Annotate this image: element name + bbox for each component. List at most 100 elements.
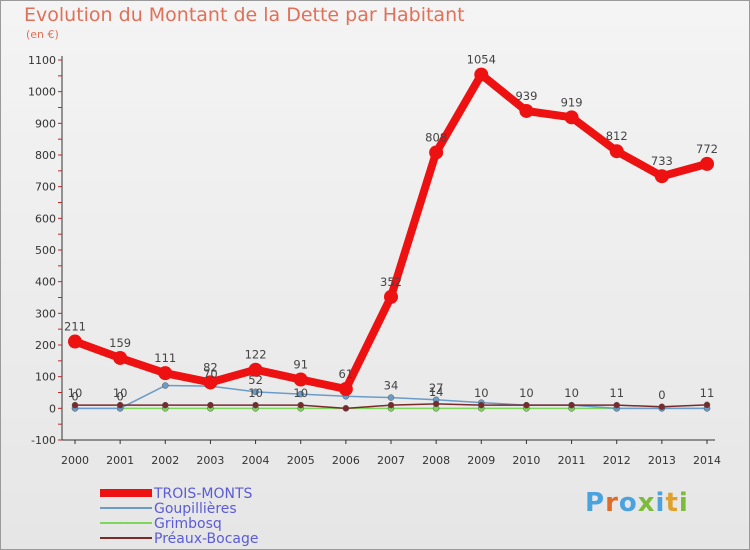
data-point <box>293 372 308 387</box>
data-point <box>654 169 669 184</box>
x-tick-label: 2004 <box>242 454 270 467</box>
data-point <box>297 401 304 409</box>
x-tick-label: 2008 <box>422 454 450 467</box>
y-tick-label: 800 <box>35 149 56 162</box>
data-point <box>297 390 304 398</box>
data-label: 808 <box>425 130 447 144</box>
data-point <box>342 405 350 412</box>
data-point <box>519 103 534 118</box>
y-tick-label: 100 <box>35 371 56 384</box>
data-label: 772 <box>696 142 718 156</box>
x-tick-label: 2009 <box>467 454 495 467</box>
data-point <box>162 401 169 409</box>
y-tick-label: 400 <box>35 276 56 289</box>
data-point <box>68 334 82 349</box>
y-tick-label: 500 <box>35 244 56 257</box>
x-tick-label: 2000 <box>61 454 89 467</box>
legend: TROIS-MONTSGoupillièresGrimbosqPréaux-Bo… <box>100 486 259 547</box>
data-point <box>113 350 128 365</box>
legend-label: TROIS-MONTS <box>153 486 252 502</box>
data-point <box>387 394 395 401</box>
data-label: 91 <box>293 358 308 372</box>
data-point <box>248 362 263 377</box>
data-label: 159 <box>109 336 131 350</box>
data-label: 352 <box>380 275 402 289</box>
data-point <box>474 67 489 82</box>
y-tick-label: 1000 <box>28 86 56 99</box>
data-label: 211 <box>64 320 86 334</box>
data-point <box>658 403 666 410</box>
data-point <box>568 401 575 409</box>
data-point <box>384 289 398 304</box>
series-line-0 <box>71 70 711 394</box>
data-label: 10 <box>293 386 308 400</box>
data-label: 11 <box>700 386 715 400</box>
data-point <box>158 366 173 381</box>
data-label: 10 <box>474 386 489 400</box>
x-tick-label: 2012 <box>603 454 631 467</box>
data-label: 10 <box>248 386 263 400</box>
logo-letter: i <box>678 488 689 518</box>
series-layer <box>68 67 714 412</box>
proxiti-logo: Proxiti <box>585 488 689 518</box>
data-label: 122 <box>245 348 267 362</box>
data-point <box>478 401 485 409</box>
logo-letter: o <box>618 488 638 518</box>
data-point <box>252 401 259 409</box>
data-point <box>613 401 620 409</box>
data-label: 0 <box>71 389 78 403</box>
data-label: 812 <box>606 129 628 143</box>
data-point <box>116 401 124 409</box>
axes: -100010020030040050060070080090010001100… <box>28 54 721 467</box>
data-label: 82 <box>203 360 218 374</box>
data-point <box>338 382 353 397</box>
x-tick-label: 2003 <box>196 454 224 467</box>
data-point <box>252 388 259 396</box>
y-tick-label: 1100 <box>28 54 56 67</box>
data-point <box>432 400 440 408</box>
data-point <box>700 156 714 171</box>
data-point <box>703 401 711 409</box>
data-point <box>203 375 218 390</box>
y-tick-label: 700 <box>35 181 56 194</box>
data-label: 70 <box>203 367 218 381</box>
data-label: 10 <box>519 386 534 400</box>
logo-letter: r <box>605 488 619 518</box>
data-point <box>564 110 579 125</box>
x-tick-label: 2013 <box>648 454 676 467</box>
legend-label: Grimbosq <box>154 516 222 532</box>
x-tick-label: 2014 <box>693 454 721 467</box>
chart-title: Evolution du Montant de la Dette par Hab… <box>24 4 465 26</box>
data-labels: 211 159 111 82 122 91 61 352 808 1054 939 919 812 733… <box>64 53 718 404</box>
legend-label: Préaux-Bocage <box>154 531 259 547</box>
y-tick-label: 900 <box>35 117 56 130</box>
data-label: 0 <box>116 389 123 403</box>
y-tick-label: 0 <box>49 402 56 415</box>
chart-unit: (en €) <box>26 28 59 41</box>
data-point <box>71 401 79 409</box>
logo-letter: P <box>585 488 606 518</box>
data-label: 0 <box>658 388 665 402</box>
x-tick-label: 2011 <box>558 454 586 467</box>
data-label: 10 <box>113 386 128 400</box>
data-label: 111 <box>154 351 176 365</box>
data-label: 61 <box>339 367 354 381</box>
data-label: 10 <box>564 386 579 400</box>
y-tick-label: 300 <box>35 307 56 320</box>
data-point <box>429 145 444 160</box>
y-tick-label: 600 <box>35 212 56 225</box>
data-point <box>387 401 395 409</box>
data-label: 34 <box>384 379 399 393</box>
x-tick-label: 2006 <box>332 454 360 467</box>
y-tick-label: 200 <box>35 339 56 352</box>
data-label: 1054 <box>467 53 496 67</box>
data-point <box>162 382 169 389</box>
x-tick-label: 2010 <box>512 454 540 467</box>
data-label: 52 <box>248 373 263 387</box>
data-point <box>523 401 530 409</box>
data-point <box>609 144 624 159</box>
data-label: 11 <box>609 386 624 400</box>
logo-letter: i <box>655 488 666 518</box>
